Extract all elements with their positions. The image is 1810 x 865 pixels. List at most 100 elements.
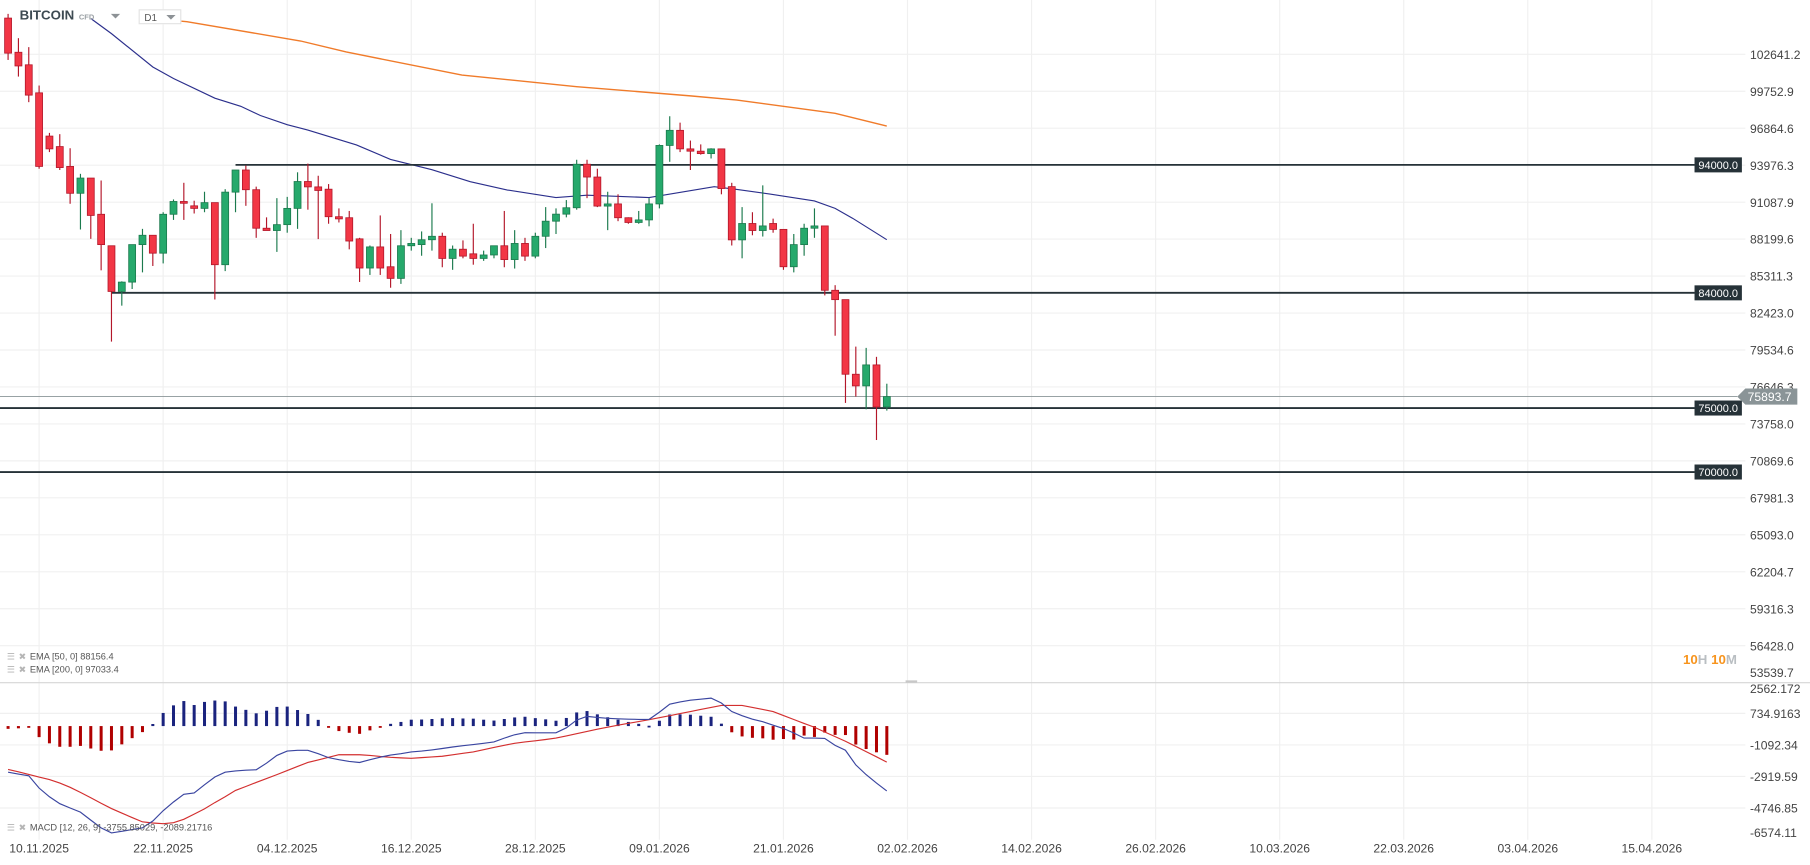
date-axis-label: 10.03.2026 — [1249, 841, 1310, 855]
price-axis-label: 62204.7 — [1750, 565, 1794, 579]
candle — [882, 383, 891, 411]
candle-body — [24, 64, 33, 96]
candle-body — [200, 202, 209, 209]
candle — [686, 140, 695, 170]
macd-histogram-bar — [637, 723, 641, 727]
panel-resize-handle[interactable] — [905, 680, 918, 683]
candle-body — [459, 248, 467, 257]
close-icon[interactable]: ✖ — [18, 822, 27, 833]
legend-macd: ☰ ✖ MACD [12, 26, 9] -3755.85029, -2089.… — [7, 822, 212, 832]
candle-body — [655, 145, 664, 205]
candle-body — [872, 364, 881, 408]
macd-histogram-bar — [378, 726, 382, 728]
macd-histogram-bar — [316, 719, 320, 727]
countdown-minutes: 10 — [1711, 653, 1726, 668]
timeframe-dropdown[interactable]: D1 — [138, 9, 182, 25]
candle-body — [789, 244, 798, 268]
candle — [459, 240, 467, 259]
candle — [696, 144, 705, 155]
candle-body — [283, 207, 292, 226]
candle-body — [397, 245, 405, 279]
candle-body — [624, 217, 633, 223]
candle — [634, 210, 643, 224]
candle-body — [707, 148, 715, 155]
instrument-selector[interactable]: BITCOIN CFD — [20, 9, 120, 23]
candle — [448, 245, 457, 270]
chevron-down-icon — [166, 14, 176, 20]
date-axis-label: 15.04.2026 — [1622, 841, 1683, 855]
candle-body — [138, 234, 147, 246]
candle — [614, 194, 622, 222]
macd-histogram-bar — [430, 718, 434, 727]
macd-histogram-bar — [296, 710, 300, 727]
candle — [717, 148, 726, 195]
candle — [210, 202, 219, 300]
candle — [738, 207, 746, 259]
macd-histogram-bar — [358, 726, 362, 734]
macd-histogram-bar — [78, 726, 82, 746]
candle — [24, 47, 33, 103]
macd-histogram-bar — [337, 726, 341, 732]
candle — [758, 185, 767, 237]
macd-axis-label: -1092.34 — [1750, 739, 1798, 753]
macd-axis-label: -2919.59 — [1750, 770, 1798, 784]
candle — [789, 233, 798, 273]
last-price-tag-label: 75893.7 — [1748, 390, 1792, 404]
candle-body — [314, 186, 323, 191]
date-axis-label: 21.01.2026 — [753, 841, 814, 855]
candle — [800, 223, 808, 256]
level-price-tag[interactable]: 94000.0 — [1694, 157, 1742, 173]
macd-signal-line — [7, 704, 888, 825]
macd-line — [7, 697, 888, 834]
candle-body — [438, 235, 447, 259]
level-price-tag[interactable]: 84000.0 — [1694, 285, 1742, 301]
close-icon[interactable]: ✖ — [18, 664, 27, 675]
level-price-tag[interactable]: 70000.0 — [1694, 464, 1742, 480]
candle — [386, 233, 395, 288]
candle-countdown: 10H 10M — [1683, 654, 1737, 668]
macd-histogram-bar — [89, 726, 93, 749]
level-price-tag[interactable]: 75000.0 — [1694, 400, 1742, 416]
candle-body — [386, 266, 395, 279]
chevron-down-icon[interactable] — [110, 13, 120, 19]
candle — [4, 13, 12, 60]
price-axis-label: 85311.3 — [1750, 270, 1793, 284]
candle-body — [696, 150, 705, 155]
candle — [851, 346, 860, 397]
candle — [117, 281, 126, 306]
macd-histogram-bar — [688, 714, 692, 727]
hamburger-icon[interactable]: ☰ — [6, 822, 16, 833]
candle — [335, 208, 343, 223]
macd-histogram-bar — [812, 726, 816, 737]
macd-histogram-bar — [327, 726, 331, 728]
macd-histogram-bar — [709, 716, 713, 727]
price-axis-label: 70869.6 — [1750, 455, 1794, 469]
candle — [707, 148, 715, 159]
macd-histogram-bar — [399, 721, 403, 727]
macd-histogram-bar — [47, 726, 51, 744]
candle-body — [572, 163, 581, 209]
close-icon[interactable]: ✖ — [18, 651, 27, 662]
candle-body — [748, 223, 757, 231]
candle-body — [14, 51, 23, 67]
candle-body — [35, 92, 43, 167]
legend-ema50: ☰ ✖ EMA [50, 0] 88156.4 — [7, 651, 114, 661]
candle-body — [304, 181, 312, 188]
macd-histogram-bar — [120, 726, 124, 745]
hamburger-icon[interactable]: ☰ — [6, 664, 16, 675]
candle-body — [820, 225, 829, 291]
candle — [397, 230, 405, 284]
price-axis-label: 93976.3 — [1750, 159, 1794, 173]
macd-axis-label: 2562.172 — [1750, 682, 1801, 696]
hamburger-icon[interactable]: ☰ — [6, 651, 16, 662]
candle-body — [45, 135, 54, 150]
candle — [810, 208, 819, 238]
candle — [655, 144, 664, 209]
candle — [273, 198, 281, 252]
macd-axis-label: -4746.85 — [1750, 802, 1798, 816]
level-tag-background — [1694, 157, 1742, 173]
candle-body — [841, 299, 850, 375]
level-tag-label: 70000.0 — [1698, 467, 1738, 479]
candle-body — [241, 169, 250, 191]
